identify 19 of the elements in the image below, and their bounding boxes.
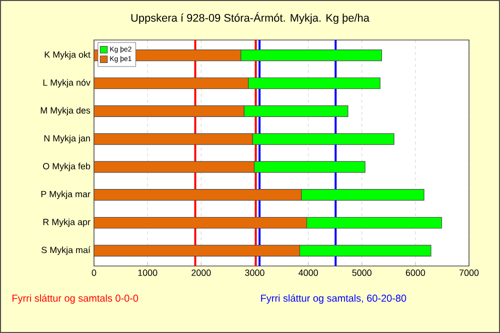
ref-line-label: Fyrri sláttur og samtals 0-0-0 [12,294,138,304]
x-tick-label: 3000 [245,270,264,276]
x-tick-label: 7000 [459,270,479,276]
y-tick-label: O Mykja feb [43,162,90,172]
y-tick-label: R Mykja apr [43,218,90,227]
y-tick-label: N Mykja jan [44,134,90,144]
x-tick-label: 6000 [406,270,426,276]
x-tick-label: 1000 [138,270,158,276]
x-tick-label: 5000 [352,270,372,276]
ref-line-label: Fyrri sláttur og samtals, 60-20-80 [261,294,406,304]
y-tick-label: K Mykja okt [44,51,90,60]
x-tick-label: 4000 [298,270,318,276]
y-tick-label: P Mykja mar [41,190,90,200]
x-tick-label: 0 [92,270,96,276]
x-tick-label: 2000 [192,270,211,276]
chart-title: Uppskera í 928-09 Stóra-Ármót. Mykja. Kg þe/ha [131,12,370,24]
y-tick-label: M Mykja des [40,106,90,116]
y-tick-label: L Mykja nóv [43,79,90,88]
y-tick-label: S Mykja maí [42,246,90,255]
